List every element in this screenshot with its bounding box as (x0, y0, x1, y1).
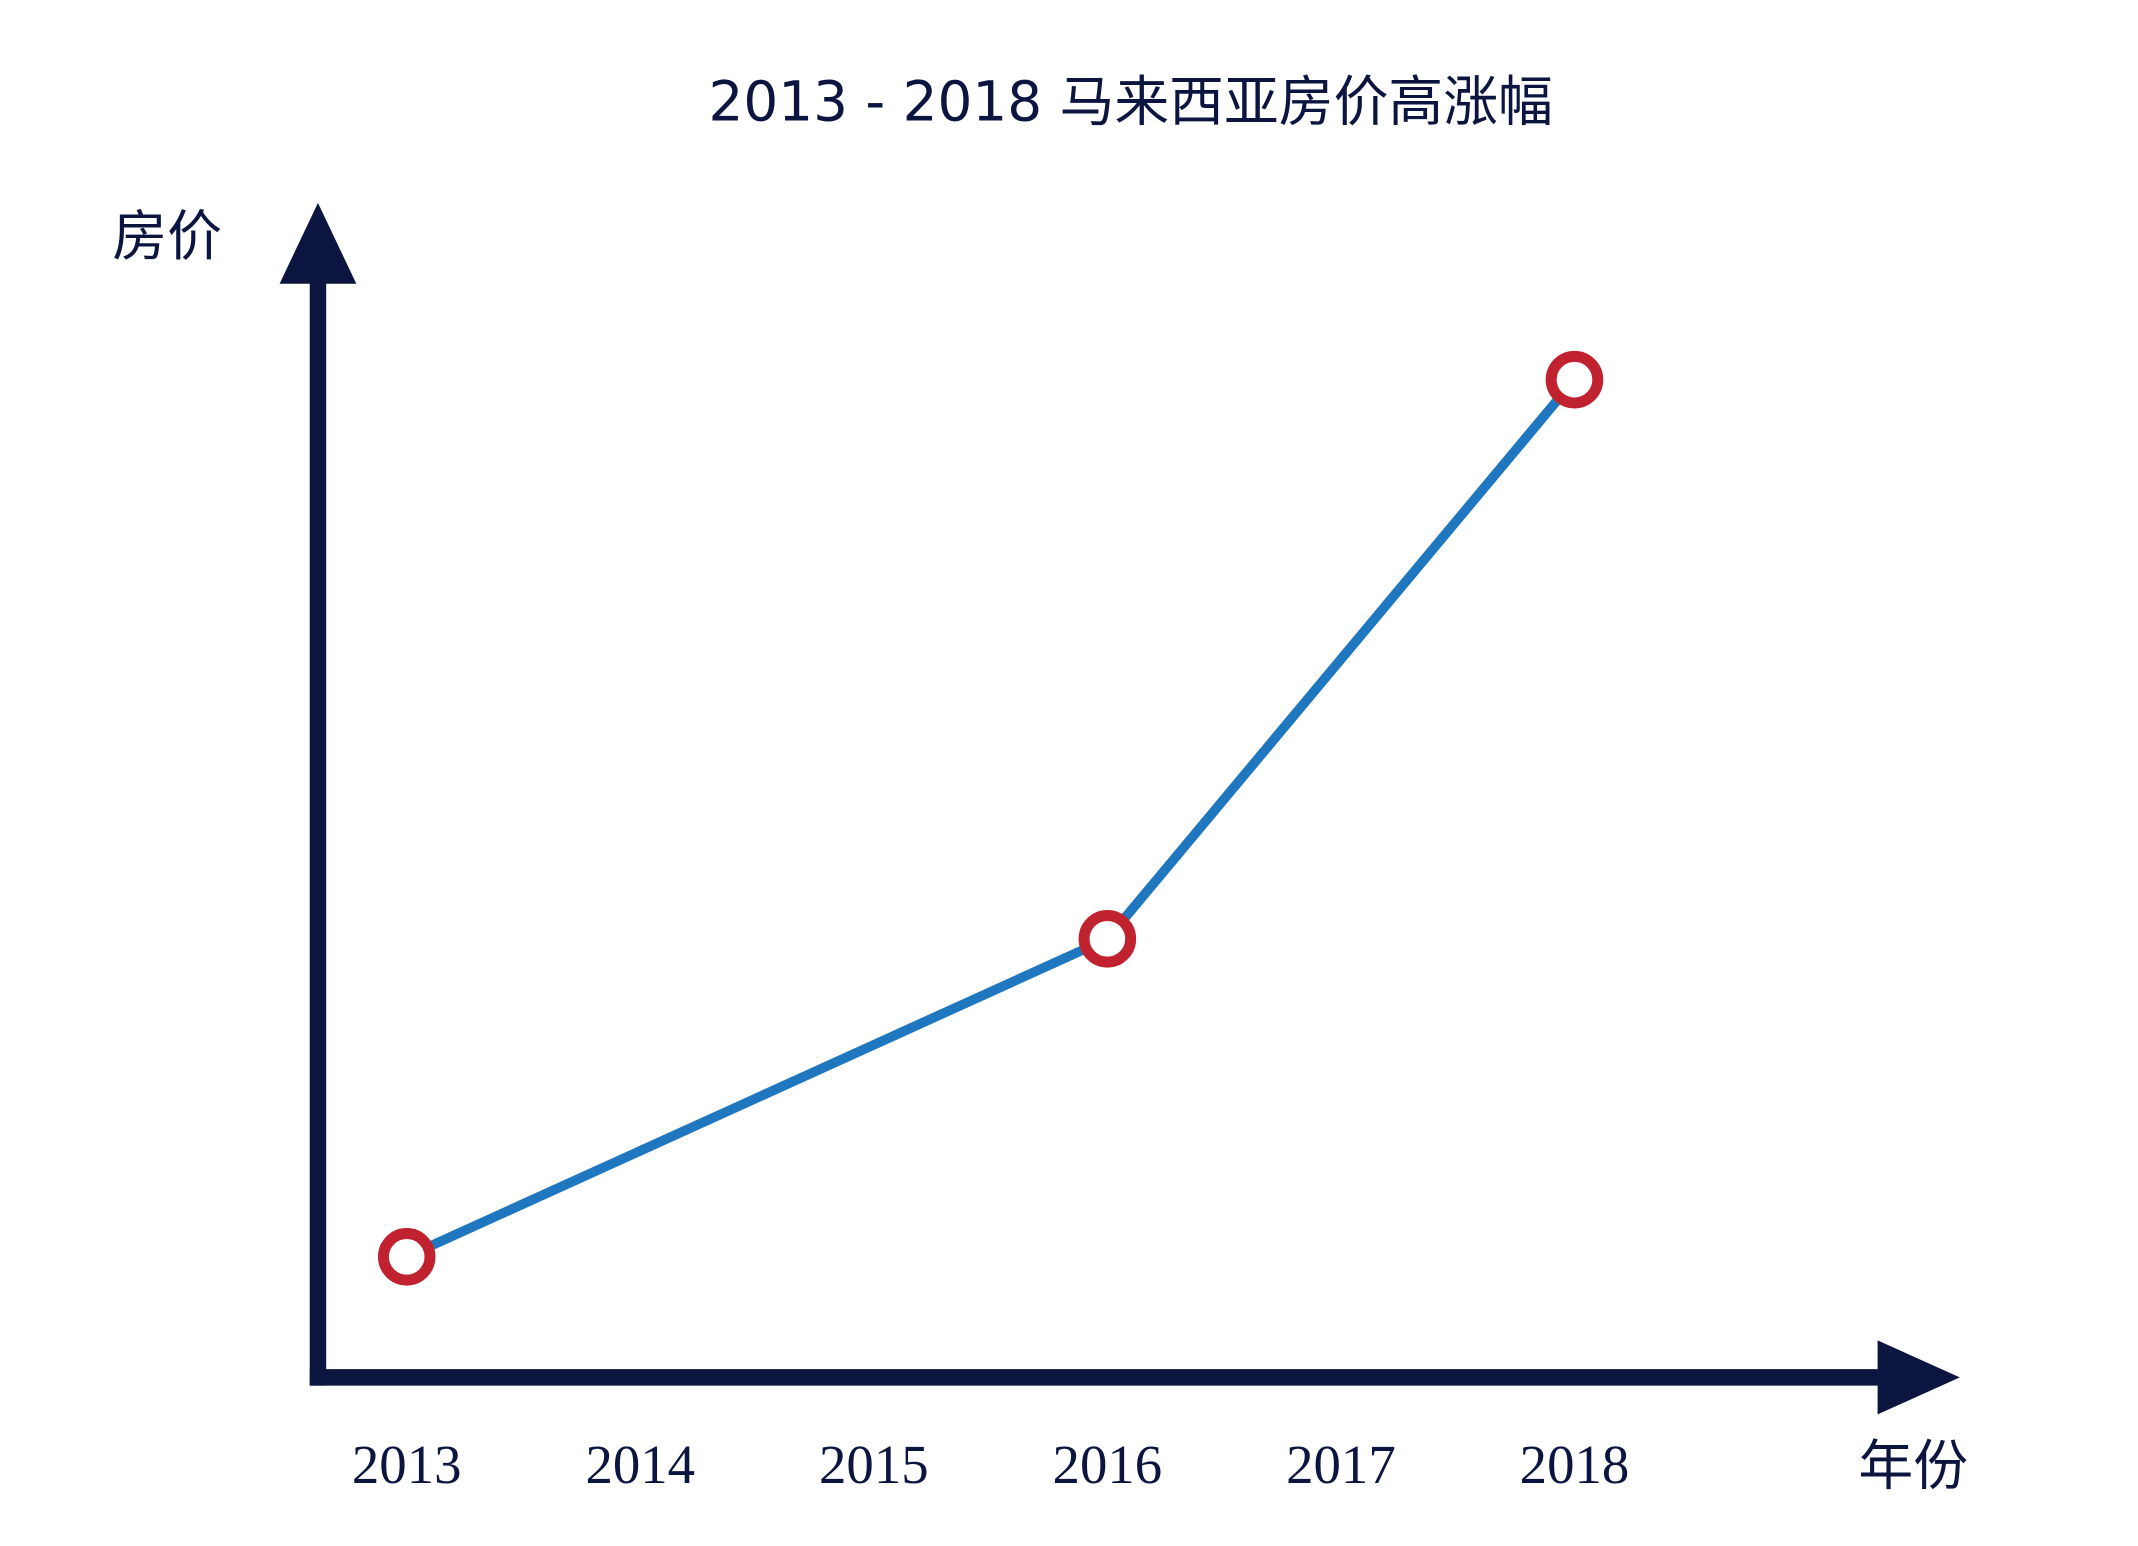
x-tick-label: 2014 (585, 1434, 695, 1495)
x-tick-label: 2017 (1286, 1434, 1396, 1495)
x-tick-label: 2016 (1053, 1434, 1163, 1495)
chart-title: 2013 - 2018 马来西亚房价高涨幅 (708, 70, 1552, 134)
data-point (1078, 910, 1137, 968)
x-tick-label: 2018 (1520, 1434, 1630, 1495)
x-tick-label: 2013 (352, 1434, 462, 1495)
data-line (404, 376, 1579, 1262)
y-axis-arrow (279, 202, 357, 284)
x-tick-label: 2015 (819, 1434, 929, 1495)
x-axis-arrow (1877, 1340, 1960, 1415)
x-axis-label: 年份 (1858, 1433, 1968, 1497)
data-point (377, 1228, 436, 1286)
axes (279, 202, 1960, 1415)
y-axis-label: 房价 (112, 204, 222, 268)
data-point (1545, 350, 1604, 409)
